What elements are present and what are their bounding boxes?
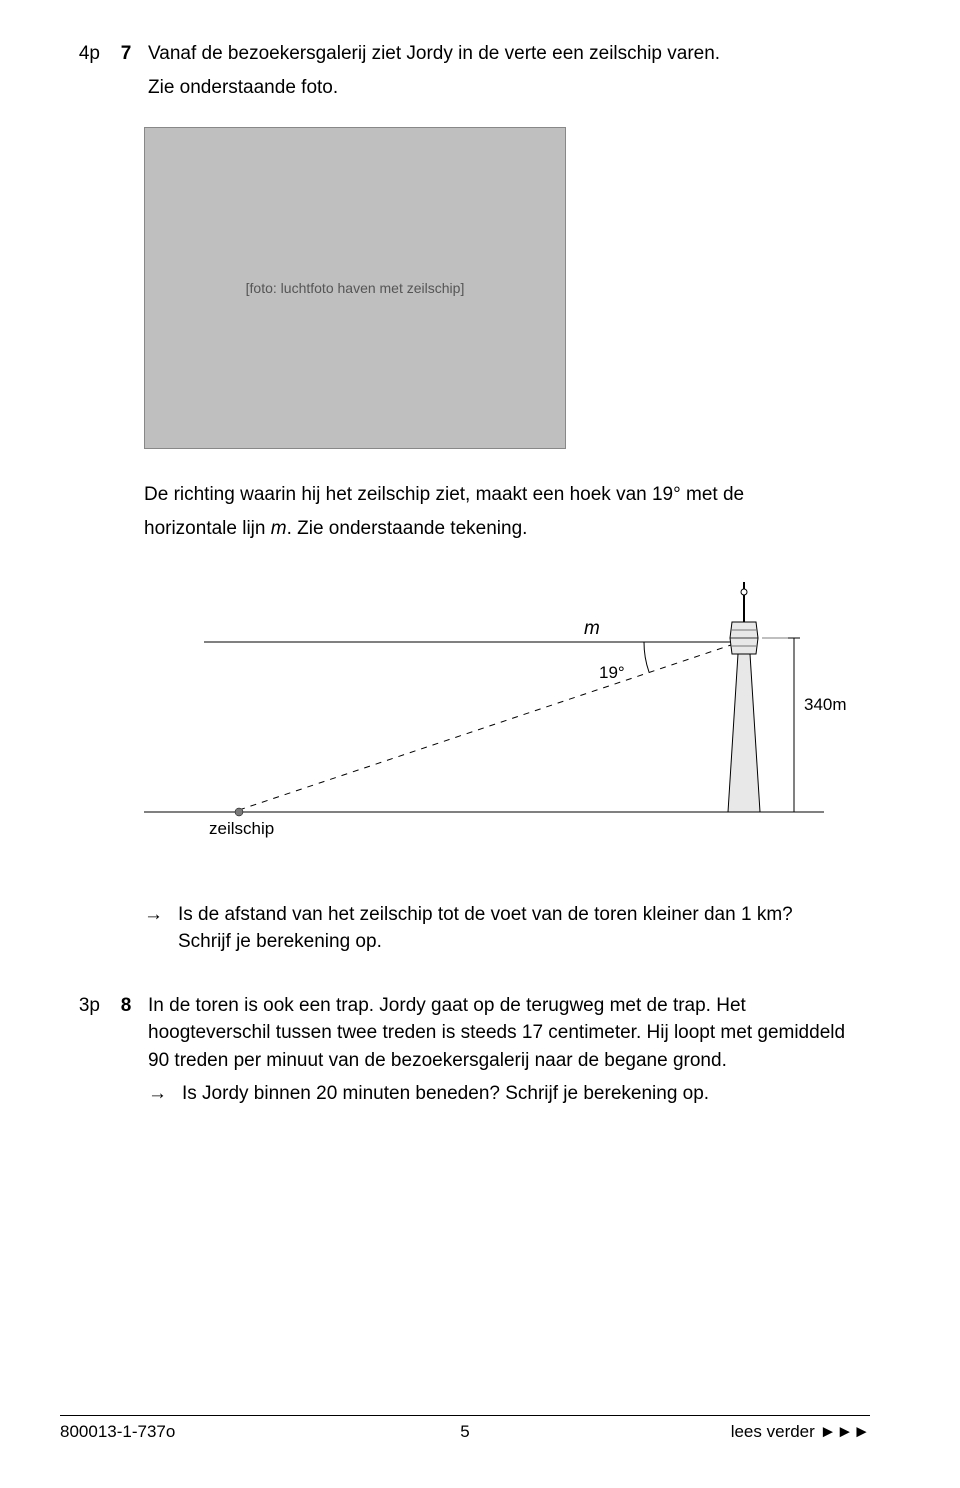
q7-intro-line1: Vanaf de bezoekersgalerij ziet Jordy in … (148, 40, 870, 68)
q8-number: 8 (104, 992, 148, 1020)
diagram-height-dim: 340m (762, 638, 847, 812)
footer-left: 800013-1-737o (60, 1422, 175, 1442)
q7-after-line2: horizontale lijn m. Zie onderstaande tek… (144, 515, 870, 543)
q7-arrow-row: → Is de afstand van het zeilschip tot de… (60, 895, 870, 956)
exam-page: 4p 7 Vanaf de bezoekersgalerij ziet Jord… (0, 0, 960, 1488)
diagram-tower (728, 582, 760, 812)
q8-header: 3p 8 In de toren is ook een trap. Jordy … (60, 992, 870, 1108)
q7-intro: Vanaf de bezoekersgalerij ziet Jordy in … (148, 40, 870, 107)
q7-diagram: m 19° zeilschip (144, 582, 870, 851)
q7-arrow: → Is de afstand van het zeilschip tot de… (144, 901, 870, 956)
diagram-m-label: m (584, 618, 600, 639)
q8-body-text: In de toren is ook een trap. Jordy gaat … (148, 992, 870, 1075)
q7-header: 4p 7 Vanaf de bezoekersgalerij ziet Jord… (60, 40, 870, 107)
q7-after-photo: De richting waarin hij het zeilschip zie… (60, 481, 870, 548)
q7-photo-wrap: [foto: luchtfoto haven met zeilschip] (144, 127, 870, 449)
q7-arrow-text2: Schrijf je berekening op. (178, 931, 382, 952)
arrow-icon: → (144, 901, 164, 929)
q7-after-line1: De richting waarin hij het zeilschip zie… (144, 481, 870, 509)
q7-italic-m: m (271, 518, 287, 539)
q8-arrow-text: Is Jordy binnen 20 minuten beneden? Schr… (182, 1080, 870, 1108)
page-footer: 800013-1-737o 5 lees verder ►►► (60, 1415, 870, 1442)
q8-points: 3p (60, 992, 104, 1020)
arrow-icon: → (148, 1080, 168, 1108)
q7-photo-placeholder: [foto: luchtfoto haven met zeilschip] (144, 127, 566, 449)
diagram-ship-label: zeilschip (209, 819, 274, 838)
q7-intro-line2: Zie onderstaande foto. (148, 74, 870, 102)
diagram-height-label: 340m (804, 695, 847, 714)
q8-body: In de toren is ook een trap. Jordy gaat … (148, 992, 870, 1108)
footer-right: lees verder ►►► (731, 1422, 870, 1442)
diagram-angle-label: 19° (599, 663, 625, 682)
q7-diagram-row: m 19° zeilschip (60, 556, 870, 887)
q7-points: 4p (60, 40, 104, 68)
q8-arrow: → Is Jordy binnen 20 minuten beneden? Sc… (148, 1080, 870, 1108)
q7-arrow-text1: Is de afstand van het zeilschip tot de v… (178, 904, 793, 925)
q7-photo-row: [foto: luchtfoto haven met zeilschip] (60, 115, 870, 473)
footer-page-number: 5 (460, 1422, 469, 1442)
q7-number: 7 (104, 40, 148, 68)
tower-diagram-svg: m 19° zeilschip (144, 582, 864, 842)
